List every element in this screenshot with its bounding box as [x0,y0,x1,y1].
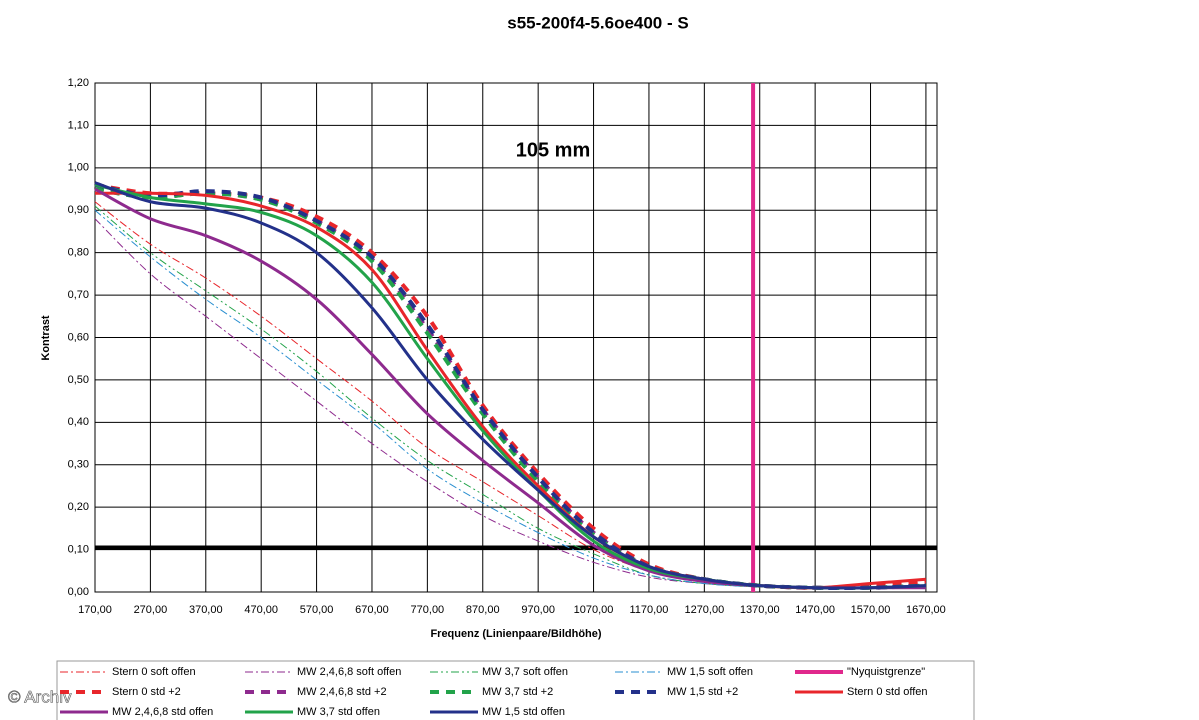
x-tick-label: 270,00 [134,604,168,616]
x-axis-label: Frequenz (Linienpaare/Bildhöhe) [430,628,601,640]
legend-label: Stern 0 std offen [847,686,928,698]
series-line [94,187,926,590]
series-line [94,205,926,589]
series-line [94,187,926,591]
series-line [94,218,926,589]
y-axis-label: Kontrast [40,315,52,361]
legend-label: MW 1,5 std offen [482,706,565,718]
series-line [94,209,926,589]
x-tick-label: 1670,00 [906,604,946,616]
y-tick-label: 1,10 [68,119,89,131]
annotation: 105 mm [516,139,591,161]
legend-label: "Nyquistgrenze" [847,666,925,678]
legend-label: Stern 0 std +2 [112,686,181,698]
series-line [94,182,927,590]
series-line [94,201,926,589]
x-tick-label: 1070,00 [574,604,614,616]
series-line [94,181,926,590]
x-tick-label: 970,00 [521,604,555,616]
series-line [94,187,926,591]
legend-box [56,660,975,720]
x-tick-label: 670,00 [355,604,389,616]
x-tick-label: 870,00 [466,604,500,616]
watermark: © Archiv [8,687,72,706]
x-tick-label: 470,00 [244,604,278,616]
x-tick-label: 370,00 [189,604,223,616]
x-tick-label: 1470,00 [795,604,835,616]
y-tick-label: 1,00 [68,162,89,174]
y-tick-label: 0,20 [68,501,89,513]
y-tick-label: 0,80 [68,247,89,259]
x-tick-label: 570,00 [300,604,334,616]
legend-label: MW 2,4,6,8 std offen [112,706,213,718]
chart-title: s55-200f4-5.6oe400 - S [507,13,688,32]
y-tick-label: 0,90 [68,204,89,216]
x-tick-label: 1370,00 [740,604,780,616]
x-tick-label: 1170,00 [629,604,668,616]
x-tick-label: 1570,00 [851,604,891,616]
legend-label: MW 2,4,6,8 soft offen [297,666,401,678]
legend-label: Stern 0 soft offen [112,666,196,678]
legend-label: MW 3,7 std offen [297,706,380,718]
y-tick-label: 0,00 [68,586,89,598]
plot-frame [94,82,938,593]
y-tick-label: 0,60 [68,331,89,343]
x-tick-label: 170,00 [78,604,112,616]
y-tick-label: 0,30 [68,459,89,471]
series-line [94,183,926,590]
y-tick-label: 0,40 [68,416,89,428]
legend-label: MW 2,4,6,8 std +2 [297,686,387,698]
legend-label: MW 3,7 std +2 [482,686,553,698]
y-tick-label: 0,10 [68,543,89,555]
series-line [94,182,926,591]
y-tick-label: 1,20 [68,77,89,89]
y-tick-label: 0,50 [68,374,89,386]
x-tick-label: 770,00 [411,604,445,616]
y-tick-label: 0,70 [68,289,89,301]
x-tick-label: 1270,00 [684,604,724,616]
legend-label: MW 1,5 soft offen [667,666,753,678]
legend-label: MW 1,5 std +2 [667,686,738,698]
legend-label: MW 3,7 soft offen [482,666,568,678]
